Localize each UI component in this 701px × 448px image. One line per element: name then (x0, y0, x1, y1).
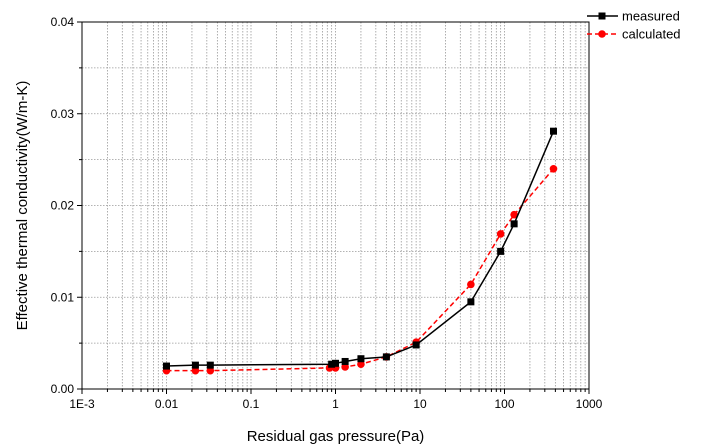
y-axis-title: Effective thermal conductivity(W/m-K) (14, 81, 31, 331)
y-tick-label: 0.00 (51, 382, 75, 396)
y-tick-label: 0.02 (51, 199, 75, 213)
series-calculated (162, 165, 558, 375)
x-axis-title: Residual gas pressure(Pa) (247, 428, 425, 445)
x-tick-label: 1E-3 (69, 397, 95, 411)
data-point-calculated (496, 230, 505, 238)
data-point-measured (412, 341, 420, 349)
legend-marker-calculated (598, 30, 606, 38)
grid (82, 22, 589, 389)
data-point-measured (341, 357, 349, 365)
y-tick-label: 0.04 (51, 15, 75, 29)
data-point-calculated (191, 366, 200, 375)
series-line-measured (166, 130, 555, 367)
data-point-measured (467, 298, 475, 306)
data-point-calculated (206, 366, 215, 375)
legend: measured calculated (587, 9, 681, 42)
y-tick-label: 0.03 (51, 107, 75, 121)
x-tick-label: 1000 (576, 397, 603, 411)
data-point-measured (206, 361, 214, 369)
axis-ticks: 1E-3 0.01 0.1 1 10 100 1000 0.00 0.01 0.02 0.03 0.0… (51, 15, 603, 411)
data-point-calculated (357, 360, 365, 369)
series-line-calculated (166, 168, 555, 372)
data-point-measured (497, 247, 505, 255)
legend-label-calculated: calculated (622, 27, 681, 42)
data-point-measured (328, 360, 336, 368)
y-tick-label: 0.01 (51, 290, 75, 304)
x-tick-label: 0.1 (243, 397, 260, 411)
data-point-measured (357, 355, 365, 363)
series-layer (162, 127, 558, 375)
x-tick-label: 0.01 (155, 397, 179, 411)
data-point-measured (163, 362, 170, 370)
data-point-measured (382, 353, 390, 361)
data-point-calculated (341, 363, 349, 371)
data-point-measured (510, 220, 518, 228)
x-tick-label: 1 (332, 397, 339, 411)
data-point-calculated (510, 210, 518, 219)
series-measured (163, 127, 557, 370)
legend-label-measured: measured (622, 9, 680, 24)
data-point-measured (191, 361, 199, 369)
x-tick-label: 10 (413, 397, 427, 411)
legend-marker-measured (598, 12, 606, 20)
data-point-calculated (467, 280, 475, 289)
data-point-calculated (549, 165, 558, 173)
x-tick-label: 100 (494, 397, 514, 411)
data-point-measured (332, 359, 339, 367)
data-point-measured (549, 127, 557, 135)
